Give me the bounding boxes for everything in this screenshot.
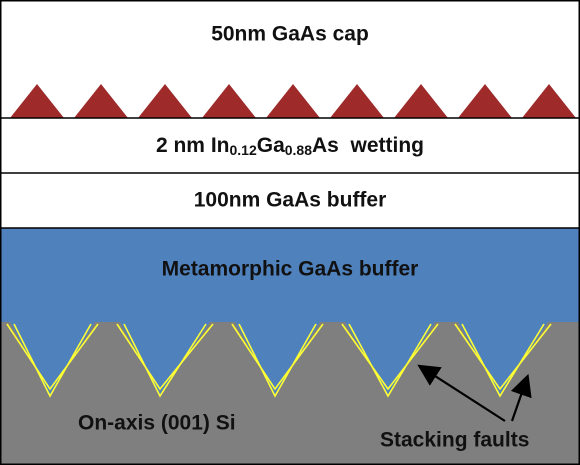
wetting-part: As wetting bbox=[312, 134, 424, 157]
annotation-label: Stacking faults bbox=[380, 429, 529, 452]
cap-label: 50nm GaAs cap bbox=[211, 23, 369, 46]
wetting-part: Ga bbox=[257, 134, 285, 157]
buffer-label: 100nm GaAs buffer bbox=[194, 189, 387, 212]
diagram: 50nm GaAs cap 2 nm In0.12Ga0.88As wettin… bbox=[0, 0, 580, 465]
wetting-part: 0.12 bbox=[229, 142, 256, 158]
wetting-part: 0.88 bbox=[285, 142, 312, 158]
page: {"layers": { "cap": "50nm GaAs cap", "we… bbox=[0, 0, 580, 465]
metamorphic-label: Metamorphic GaAs buffer bbox=[162, 258, 419, 281]
substrate-label: On-axis (001) Si bbox=[78, 412, 236, 435]
wetting-part: 2 nm In bbox=[156, 134, 230, 157]
